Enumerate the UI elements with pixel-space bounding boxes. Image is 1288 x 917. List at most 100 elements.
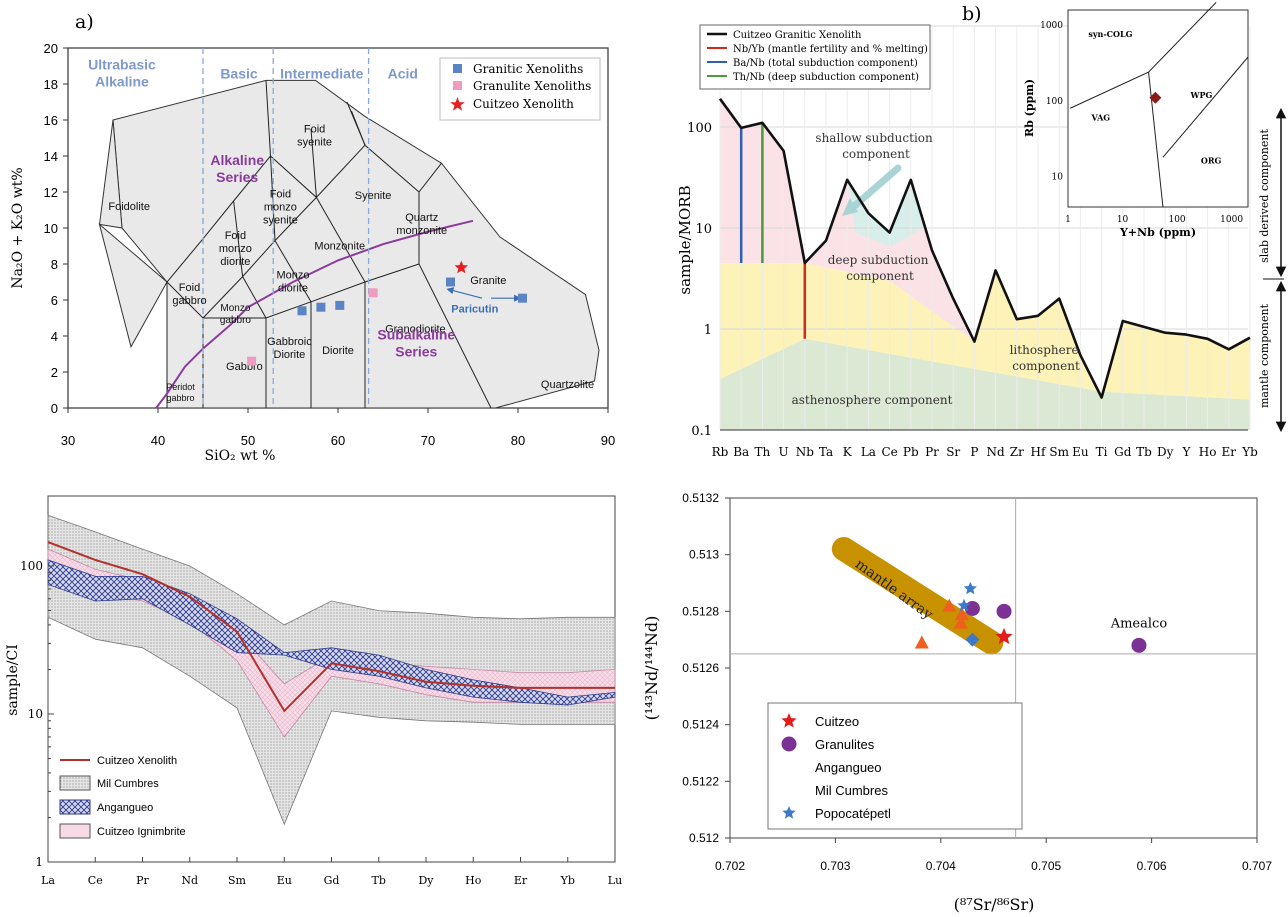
inset-field-0: syn-COLG: [1088, 29, 1132, 39]
zone-header-2: Intermediate: [280, 66, 363, 82]
field-label-0: Foidolite: [108, 201, 150, 213]
panel-c-ylabel: sample/CI: [5, 644, 21, 716]
a-ytick-label: 6: [51, 293, 58, 308]
cuitzeo-point: [454, 260, 468, 274]
d-xtick-label: 0.702: [715, 859, 745, 873]
field-label-5: Syenite: [355, 190, 392, 202]
b-xtick-Dy: Dy: [1157, 445, 1174, 459]
b-xtick-Y: Y: [1181, 445, 1191, 459]
field-label-line: diorite: [220, 256, 250, 268]
panel-a-xlabel: SiO₂ wt %: [205, 448, 276, 464]
d-ytick-label: 0.513: [689, 548, 719, 562]
field-label-line: Monzo: [220, 303, 250, 314]
asthenosphere-area: [720, 338, 1250, 430]
panel-d-ylabel: (¹⁴³Nd/¹⁴⁴Nd): [642, 616, 661, 721]
inset-ytick: 10: [1052, 173, 1064, 183]
lithosphere-area: [720, 263, 1250, 400]
c-xtick-Eu: Eu: [277, 874, 292, 887]
subalkaline-series-label: Subalkaline Series: [377, 327, 455, 360]
tas-line-18: [351, 110, 366, 146]
a-ytick-label: 12: [44, 185, 58, 200]
legend-b-cuitzeo: Cuitzeo Granitic Xenolith: [733, 30, 862, 41]
legend-d-label-2: Angangueo: [815, 760, 882, 775]
zone-header-line: Ultrabasic: [88, 57, 156, 73]
b-xtick-Pb: Pb: [903, 445, 919, 459]
svg-text:deep subduction compon: deep subduction component: [828, 253, 933, 283]
field-label-1: Foid syenite: [297, 124, 332, 149]
field-label-2: Foid monzo syenite: [263, 188, 298, 226]
cuitzeo-granitic-line: [718, 98, 1251, 399]
panel-b-ylabel: sample/MORB: [676, 185, 694, 294]
legend-b-thnb: Th/Nb (deep subduction component): [733, 72, 919, 83]
d-ytick-label: 0.5122: [682, 774, 719, 788]
b-xtick-Nd: Nd: [987, 445, 1006, 459]
d-ytick-label: 0.512: [689, 831, 719, 845]
field-label-line: Quartz: [405, 212, 438, 224]
subalkaline-series-line: Subalkaline: [377, 327, 455, 343]
granulite-point: [247, 356, 257, 366]
tas-line-16: [310, 128, 317, 198]
panel-a-points: [247, 260, 527, 366]
legend-cuitzeo: Cuitzeo Xenolith: [473, 97, 574, 111]
popocatepetl-point: [963, 581, 977, 595]
panel-b-side-arrows: slab derived component mantle component: [1258, 107, 1287, 433]
field-label-line: monzonite: [396, 225, 447, 237]
legend-d-label-4: Popocatépetl: [815, 806, 891, 821]
field-label-line: Foid: [225, 230, 246, 242]
panel-b-legend: Cuitzeo Granitic Xenolith Nb/Yb (mantle …: [699, 24, 931, 90]
field-label-line: Granodiorite: [385, 323, 446, 335]
panel-d-axes: 0.702 0.703 0.704 0.705 0.706 0.707 0.512 0.512…: [682, 491, 1272, 873]
cuitzeo-xenolith-line: [47, 541, 615, 713]
c-xtick-Gd: Gd: [324, 874, 340, 887]
c-xtick-Er: Er: [514, 874, 528, 887]
field-label-line: Diorite: [274, 349, 306, 361]
panel-b-series: [718, 98, 1251, 399]
inset-xtick: 1: [1065, 215, 1071, 225]
shallow-arrow: [848, 164, 902, 212]
tas-lobe: [98, 119, 123, 229]
b-xtick-Tb: Tb: [1136, 445, 1152, 459]
c-ytick-label: 10: [28, 707, 43, 721]
b-xtick-Gd: Gd: [1114, 445, 1132, 459]
field-label-line: Monzo: [276, 269, 309, 281]
field-label-line: Diorite: [322, 345, 354, 357]
a-ytick-label: 4: [51, 329, 58, 344]
b-xtick-Ce: Ce: [881, 445, 897, 459]
a-ytick-label: 10: [44, 221, 58, 236]
d-xtick-label: 0.703: [820, 859, 850, 873]
b-xtick-Ba: Ba: [733, 445, 749, 459]
granulite-point: [996, 603, 1012, 619]
angangueo-point: [965, 632, 980, 647]
paricutin-arrow-1: [446, 287, 483, 299]
field-label-line: monzo: [219, 243, 252, 255]
b-ytick-label: 100: [687, 121, 712, 136]
b-xtick-Ta: Ta: [819, 445, 833, 459]
a-xtick-label: 60: [331, 433, 345, 448]
milcumbres-point: [914, 635, 929, 649]
inset-xtick: 1000: [1220, 215, 1243, 225]
legend-b-banb: Ba/Nb (total subduction component): [733, 58, 918, 69]
d-ytick-label: 0.5124: [682, 718, 719, 732]
c-xtick-Ho: Ho: [465, 874, 482, 887]
tas-line-11: [233, 200, 244, 277]
field-label-line: Granite: [470, 275, 506, 287]
d-xtick-label: 0.705: [1031, 859, 1061, 873]
b-xtick-U: U: [779, 445, 789, 459]
inset-xtick: 10: [1117, 215, 1129, 225]
field-label-11: Gabbro: [226, 361, 263, 373]
field-label-line: Monzonite: [314, 241, 365, 253]
label-deep-1: deep subduction: [828, 253, 929, 267]
c-xtick-Tb: Tb: [372, 874, 386, 887]
field-label-6: Monzonite: [314, 241, 365, 253]
a-ytick-label: 8: [51, 257, 58, 272]
panel-b-label: b): [962, 3, 982, 25]
b-xtick-Yb: Yb: [1241, 445, 1258, 459]
field-label-line: Gabbro: [226, 361, 263, 373]
field-label-10: Peridot gabbro: [166, 382, 195, 403]
tas-line-6: [418, 263, 492, 409]
a-xtick-label: 90: [601, 433, 615, 448]
b-xtick-Th: Th: [755, 445, 771, 459]
granulite-point: [368, 288, 378, 298]
amealco-label: Amealco: [1110, 616, 1168, 631]
